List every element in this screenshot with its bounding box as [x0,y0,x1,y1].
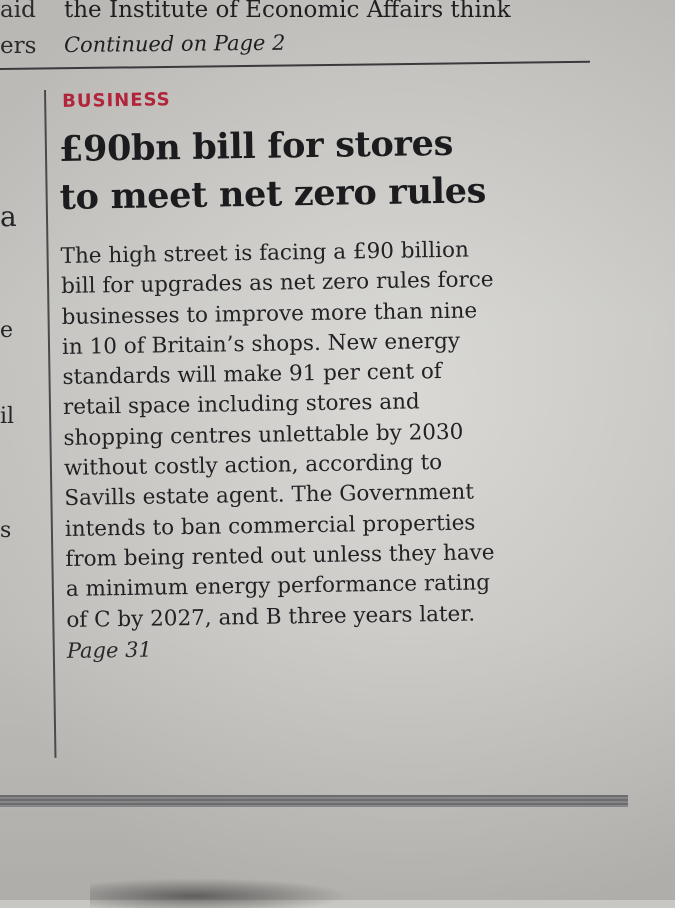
headline[interactable]: £90bn bill for stores to meet net zero r… [59,117,660,222]
previous-story-tail: the Institute of Economic Affairs think … [64,0,624,62]
fragment-text: aid [0,0,36,23]
left-column-fragment: s [0,518,12,543]
divider-rule-top [0,60,590,70]
previous-story-line: the Institute of Economic Affairs think [64,0,511,23]
left-column-fragment: a [0,200,17,233]
next-story-ink-fragment [90,878,350,908]
story-body: The high street is facing a £90 billion … [60,233,667,666]
continued-on-link[interactable]: Continued on Page 2 [63,30,286,57]
left-column-fragment: e [0,318,14,343]
divider-rule-bottom [0,795,628,807]
section-label: BUSINESS [62,89,171,112]
column-divider [44,89,57,758]
fragment-text: ers [0,33,37,59]
left-column-fragment: il [0,404,15,429]
news-brief: BUSINESS £90bn bill for stores to meet n… [58,79,667,666]
headline-line: to meet net zero rules [59,170,487,218]
top-left-fragment: aid ers [0,0,44,64]
